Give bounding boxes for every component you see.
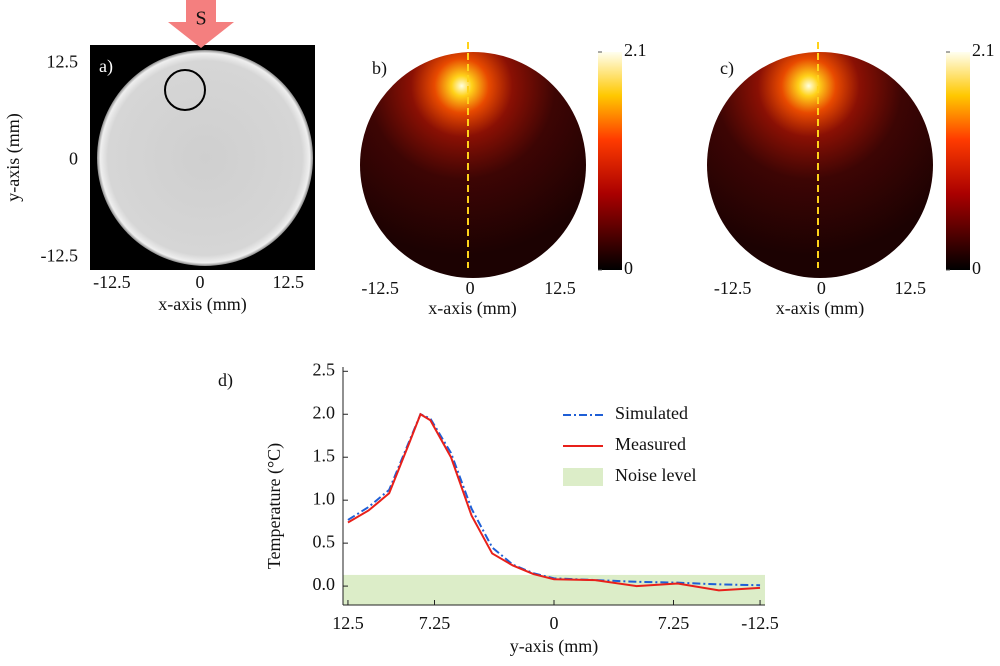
arrow-label: S (195, 8, 206, 30)
colorbar-tick-label: 2.1 (624, 40, 647, 60)
x-tick-label: -12.5 (361, 278, 399, 298)
colorbar-tick-label: 0 (972, 258, 981, 278)
x-tick-label: 12.5 (895, 278, 927, 298)
colorbar (598, 52, 622, 270)
colorbar (946, 52, 970, 270)
x-axis-label: x-axis (mm) (158, 294, 246, 315)
x-tick-label: 0 (550, 613, 559, 633)
y-axis-label: Temperature (°C) (264, 443, 285, 569)
colorbar-tick-label: 0 (624, 258, 633, 278)
y-tick-label: 2.0 (313, 402, 336, 422)
y-axis-label: y-axis (mm) (3, 113, 24, 201)
x-tick-label: 0 (196, 272, 205, 292)
colorbar-tick-label: 2.1 (972, 40, 995, 60)
series-line (348, 414, 760, 590)
x-tick-label: -12.5 (93, 272, 131, 292)
x-tick-label: 12.5 (272, 272, 304, 292)
x-tick-label: -12.5 (741, 613, 779, 633)
figure: S a) b) c) d) -12.5 0 12.5 x-axis (mm) -12.5… (0, 0, 1000, 661)
x-tick-label: 0 (466, 278, 475, 298)
panel-label: b) (372, 58, 387, 79)
y-tick-label: 0 (69, 149, 78, 169)
heatmap (360, 52, 586, 278)
legend-label: Measured (615, 434, 686, 454)
x-tick-label: 7.25 (658, 613, 690, 633)
x-tick-label: 12.5 (544, 278, 576, 298)
panel-label: c) (720, 58, 734, 79)
x-axis-label: x-axis (mm) (428, 298, 516, 319)
legend-label: Noise level (615, 465, 696, 485)
y-tick-label: 0.0 (313, 574, 336, 594)
y-tick-label: 1.5 (313, 445, 336, 465)
y-tick-label: 0.5 (313, 531, 336, 551)
x-axis-label: x-axis (mm) (776, 298, 864, 319)
x-tick-label: 7.25 (419, 613, 451, 633)
y-tick-label: -12.5 (41, 246, 79, 266)
x-tick-label: 12.5 (332, 613, 364, 633)
y-tick-label: 12.5 (47, 52, 79, 72)
x-axis-label: y-axis (mm) (510, 636, 598, 657)
y-tick-label: 1.0 (313, 488, 336, 508)
heatmap (707, 52, 933, 278)
legend-label: Simulated (615, 403, 688, 423)
x-tick-label: 0 (817, 278, 826, 298)
panel-label: d) (218, 370, 233, 391)
x-tick-label: -12.5 (714, 278, 752, 298)
legend-swatch (563, 468, 603, 486)
y-tick-label: 2.5 (313, 359, 336, 379)
panel-label: a) (99, 56, 113, 77)
phantom (97, 50, 313, 266)
